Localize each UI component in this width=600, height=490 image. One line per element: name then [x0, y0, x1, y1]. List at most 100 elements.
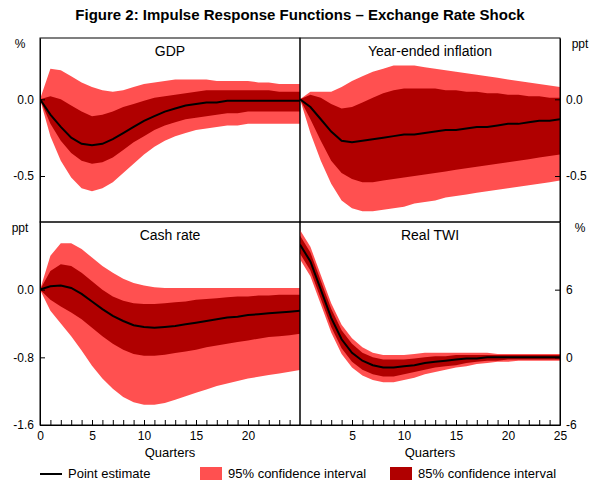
confidence-band [300, 236, 560, 377]
panel-title: Real TWI [401, 227, 459, 243]
y-tick-label: 0 [566, 351, 573, 365]
x-tick-mark [435, 420, 436, 425]
x-tick [102, 420, 103, 425]
x-tick [487, 420, 488, 425]
y-tick-mark [555, 99, 560, 100]
y-tick: -0.5 [13, 169, 45, 183]
x-tick-mark [196, 420, 197, 425]
x-tick [279, 420, 280, 425]
x-tick-mark [373, 420, 374, 425]
y-tick: -0.5 [555, 169, 587, 183]
y-tick: 0 [555, 351, 573, 365]
x-tick-mark [82, 420, 83, 425]
x-axis-line [41, 425, 301, 426]
x-tick-mark [456, 420, 457, 425]
x-tick [383, 420, 384, 425]
x-tick: 10 [398, 420, 412, 443]
y-tick: 0.0 [17, 93, 45, 107]
x-tick [362, 420, 363, 425]
x-tick-mark [92, 420, 93, 425]
point-estimate-line [40, 285, 300, 327]
x-tick [290, 420, 291, 425]
y-axis-line [40, 223, 41, 426]
y-axis-line [560, 223, 561, 426]
x-tick [425, 420, 426, 425]
y-tick-mark [40, 176, 45, 177]
x-tick: 15 [190, 420, 204, 443]
y-tick-label: -0.5 [13, 169, 34, 183]
x-tick-mark [477, 420, 478, 425]
x-tick [414, 420, 415, 425]
x-tick-mark [550, 420, 551, 425]
x-axis-title: Quarters [145, 445, 196, 460]
x-tick [154, 420, 155, 425]
x-tick-mark [248, 420, 249, 425]
y-tick-label: 0.0 [566, 93, 583, 107]
x-tick [435, 420, 436, 425]
y-unit-label: % [575, 221, 586, 235]
x-tick-mark [40, 420, 41, 425]
x-tick [529, 420, 530, 425]
x-axis-title: Quarters [405, 445, 456, 460]
x-tick: 0 [37, 420, 44, 443]
x-tick [258, 420, 259, 425]
x-tick-mark [487, 420, 488, 425]
legend-label: 95% confidence interval [228, 466, 366, 481]
x-tick-mark [134, 420, 135, 425]
y-tick-label: -0.8 [13, 351, 34, 365]
y-unit-label: ppt [12, 221, 29, 235]
legend: Point estimate95% confidence interval85%… [40, 466, 556, 481]
x-tick-mark [404, 420, 405, 425]
y-tick: 6 [555, 283, 573, 297]
figure: Figure 2: Impulse Response Functions – E… [0, 0, 600, 490]
y-axis: -0.5 0.0 [555, 39, 587, 223]
x-tick-mark [269, 420, 270, 425]
x-tick-mark [217, 420, 218, 425]
confidence-band [40, 90, 300, 164]
confidence-band [300, 230, 560, 382]
y-unit-label: % [15, 37, 26, 51]
y-tick: 0.0 [555, 93, 583, 107]
y-unit-label: ppt [572, 37, 589, 51]
y-axis-line [560, 39, 561, 223]
x-tick [186, 420, 187, 425]
x-tick-mark [498, 420, 499, 425]
legend-label: Point estimate [68, 466, 150, 481]
y-axis: -0.5 0.0 [13, 39, 45, 223]
x-tick [331, 420, 332, 425]
confidence-band [300, 66, 560, 212]
x-tick-mark [383, 420, 384, 425]
x-tick: 20 [242, 420, 256, 443]
x-tick: 20 [502, 420, 516, 443]
y-axis: -1.6-0.80.0 [13, 223, 45, 433]
plot-area [300, 66, 560, 212]
plot-area [300, 230, 560, 382]
point-estimate-line [300, 245, 560, 368]
x-tick [498, 420, 499, 425]
x-tick-mark [425, 420, 426, 425]
confidence-band [40, 264, 300, 355]
x-axis-line [301, 425, 561, 426]
x-tick-label: 0 [37, 429, 44, 443]
plot-area [40, 243, 300, 405]
x-tick-label: 25 [554, 429, 568, 443]
x-tick-mark [144, 420, 145, 425]
x-tick-mark [529, 420, 530, 425]
y-tick-mark [555, 357, 560, 358]
y-tick-mark [40, 99, 45, 100]
x-tick-mark [560, 420, 561, 425]
y-axis-line [40, 39, 41, 223]
x-tick [269, 420, 270, 425]
y-tick-label: -1.6 [13, 418, 34, 432]
x-tick-mark [518, 420, 519, 425]
confidence-band [300, 89, 560, 183]
x-tick-label: 5 [89, 429, 96, 443]
x-tick-mark [394, 420, 395, 425]
y-tick: -0.8 [13, 351, 45, 365]
panel-frame [40, 222, 300, 425]
x-tick-label: 20 [242, 429, 256, 443]
x-tick-label: 20 [502, 429, 516, 443]
legend-swatch [200, 467, 222, 480]
x-tick: 5 [89, 420, 96, 443]
y-tick-mark [40, 357, 45, 358]
